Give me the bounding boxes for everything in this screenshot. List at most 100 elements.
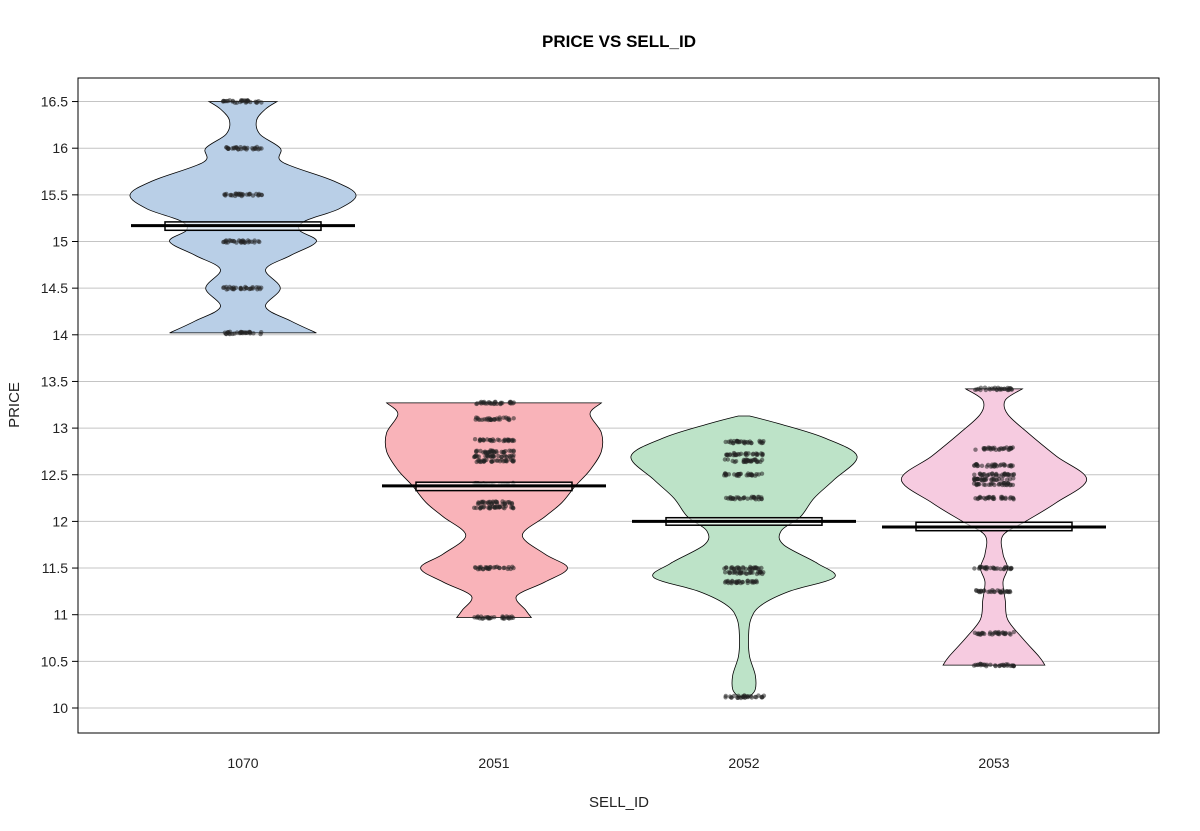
y-axis: 10 10.5 11 11.5 12 12.5 13 13.5 14 14.5 15 15.5 16 16…: [41, 94, 78, 716]
data-point: [232, 100, 238, 105]
data-point: [725, 457, 731, 462]
y-tick-label: 15: [52, 234, 68, 250]
data-point: [502, 501, 507, 507]
data-point: [987, 445, 992, 451]
data-point: [498, 401, 503, 406]
data-point: [978, 385, 984, 390]
data-point: [723, 579, 729, 584]
data-point: [491, 438, 496, 443]
data-point: [506, 615, 511, 621]
data-point: [474, 453, 479, 458]
data-point: [508, 399, 514, 405]
data-point: [983, 496, 988, 502]
violin-2051: [384, 402, 604, 618]
data-point: [1011, 476, 1016, 481]
data-point: [492, 505, 497, 510]
data-point: [749, 459, 754, 464]
data-point: [1004, 482, 1010, 488]
data-point: [259, 100, 264, 105]
data-point: [252, 240, 257, 245]
data-point: [746, 451, 751, 456]
data-point: [478, 448, 483, 454]
data-point: [478, 437, 483, 443]
x-axis: 1070 2051 2052 2053: [227, 755, 1009, 771]
data-point: [259, 330, 264, 335]
data-point: [759, 471, 765, 476]
data-point: [988, 565, 993, 571]
y-tick-label: 11.5: [42, 560, 68, 576]
data-point: [743, 566, 749, 572]
data-point: [972, 463, 977, 468]
data-point: [1003, 472, 1008, 477]
data-point: [1008, 632, 1013, 637]
y-tick-label: 15.5: [41, 187, 68, 203]
y-tick-label: 14: [52, 327, 68, 343]
data-point: [502, 437, 507, 442]
data-point: [984, 565, 989, 570]
data-point: [998, 589, 1004, 595]
data-point: [981, 472, 987, 477]
data-point: [486, 499, 492, 505]
y-tick-label: 11: [53, 607, 68, 623]
x-tick-label-2053: 2053: [978, 755, 1009, 771]
y-tick-label: 10: [52, 700, 68, 716]
data-point: [986, 589, 991, 595]
data-point: [481, 499, 486, 504]
data-point: [997, 663, 1002, 668]
data-point: [501, 415, 506, 420]
x-axis-label: SELL_ID: [589, 794, 649, 811]
data-point: [759, 496, 764, 502]
data-point: [998, 446, 1004, 451]
data-point: [753, 565, 758, 571]
data-point: [254, 100, 260, 105]
data-point: [738, 571, 743, 576]
data-point: [1011, 629, 1016, 635]
data-point: [981, 482, 986, 487]
data-point: [973, 447, 978, 452]
data-point: [722, 566, 727, 571]
data-point: [478, 505, 483, 511]
data-point: [225, 98, 231, 104]
data-point: [748, 694, 753, 699]
y-tick-label: 10.5: [41, 653, 68, 669]
x-tick-label-1070: 1070: [227, 755, 258, 771]
data-point: [996, 473, 1002, 478]
data-point: [993, 663, 998, 668]
data-point: [736, 565, 742, 571]
means: [131, 221, 1106, 532]
data-point: [1007, 446, 1012, 451]
y-tick-label: 14.5: [41, 280, 68, 296]
data-point: [236, 191, 241, 196]
data-point: [1004, 589, 1010, 594]
data-point: [999, 496, 1004, 501]
chart-title: PRICE VS SELL_ID: [542, 32, 696, 51]
x-tick-label-2051: 2051: [478, 755, 509, 771]
data-point: [984, 664, 989, 669]
data-point: [736, 495, 741, 500]
data-point: [978, 661, 983, 667]
data-points: [220, 98, 1017, 701]
data-point: [732, 459, 737, 465]
violin-2052: [630, 415, 858, 698]
data-point: [755, 494, 761, 500]
data-point: [985, 462, 991, 468]
data-point: [256, 239, 261, 244]
data-point: [244, 192, 250, 197]
data-point: [224, 284, 229, 290]
data-point: [497, 438, 502, 443]
data-point: [230, 331, 235, 337]
data-point: [731, 441, 736, 446]
data-point: [497, 565, 502, 571]
data-point: [227, 284, 232, 290]
data-point: [740, 580, 745, 585]
data-point: [760, 694, 765, 700]
data-point: [733, 579, 738, 585]
data-point: [977, 495, 982, 500]
data-point: [242, 240, 247, 245]
data-point: [990, 588, 995, 593]
data-point: [991, 386, 996, 392]
data-point: [481, 504, 487, 509]
data-point: [729, 566, 735, 571]
data-point: [496, 453, 501, 459]
